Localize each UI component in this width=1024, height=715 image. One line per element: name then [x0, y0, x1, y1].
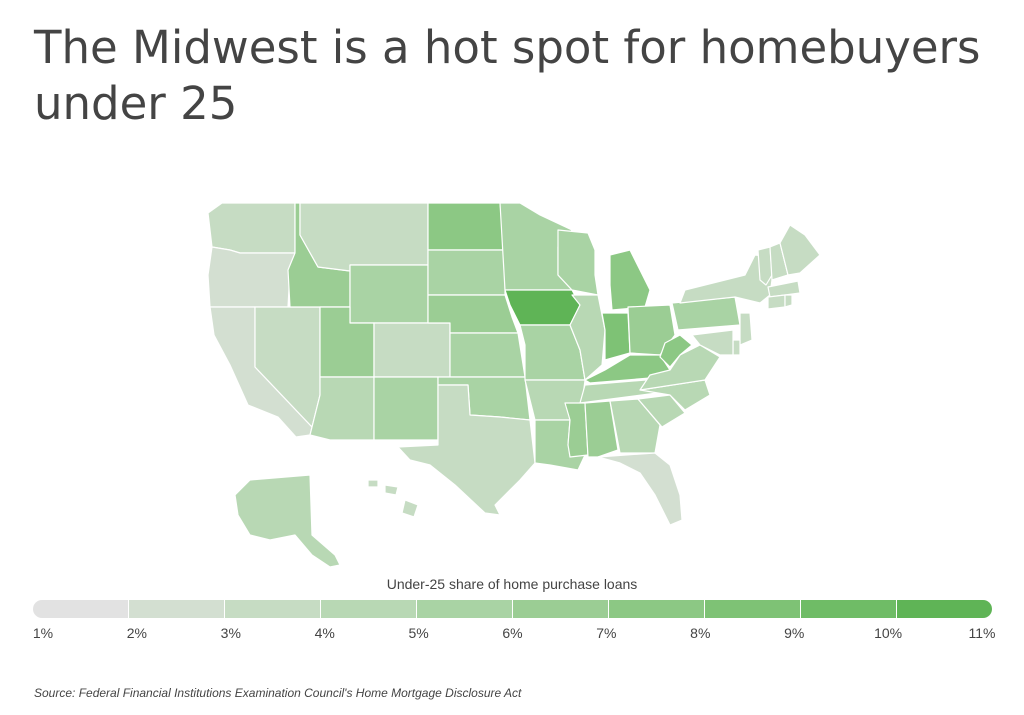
state-nd	[427, 202, 506, 251]
chart-title: The Midwest is a hot spot for homebuyers…	[34, 21, 981, 130]
state-nm	[373, 376, 439, 441]
state-co	[373, 322, 451, 378]
legend-swatch-9	[801, 600, 897, 618]
state-va	[639, 344, 721, 391]
legend-color-scale	[33, 600, 992, 618]
legend-tick-label: 11%	[968, 625, 996, 641]
state-ri	[784, 294, 793, 308]
legend-swatch-3	[225, 600, 321, 618]
legend-tick-label: 3%	[220, 625, 241, 641]
legend-tick-label: 2%	[126, 625, 148, 641]
legend-swatch-5	[417, 600, 513, 618]
state-sc	[637, 394, 686, 428]
legend-tick-label: 6%	[502, 625, 523, 641]
state-fl	[597, 452, 683, 526]
legend-swatch-2	[129, 600, 225, 618]
state-ga	[609, 398, 661, 454]
state-hi	[367, 479, 419, 518]
state-az	[309, 376, 375, 441]
state-de	[732, 339, 741, 356]
state-me	[779, 224, 821, 276]
legend-swatch-4	[321, 600, 417, 618]
state-al	[584, 400, 619, 458]
state-in	[601, 312, 631, 361]
legend-title: Under-25 share of home purchase loans	[386, 576, 638, 592]
legend-tick-label: 8%	[690, 625, 711, 641]
us-choropleth-map	[207, 202, 821, 568]
state-or	[207, 246, 296, 308]
legend-swatch-8	[705, 600, 801, 618]
source-note: Source: Federal Financial Institutions E…	[34, 686, 522, 700]
state-sd	[427, 249, 506, 296]
state-ma	[767, 280, 801, 298]
state-ct	[767, 294, 786, 310]
state-wv	[659, 334, 693, 368]
legend-swatch-7	[609, 600, 705, 618]
state-md	[691, 329, 734, 356]
legend-tick-label: 10%	[874, 625, 903, 641]
legend-swatch-10	[897, 600, 992, 618]
state-ks	[449, 332, 526, 378]
legend-swatch-6	[513, 600, 609, 618]
state-tx	[397, 384, 536, 516]
legend-tick-label: 9%	[784, 625, 805, 641]
legend-tick-label: 4%	[314, 625, 335, 641]
legend-tick-label: 5%	[408, 625, 429, 641]
state-vt	[757, 246, 773, 286]
state-ak	[234, 474, 341, 568]
state-nj	[739, 312, 753, 346]
state-mt	[299, 202, 429, 272]
state-mi	[609, 249, 651, 311]
state-wy	[349, 264, 429, 324]
legend-tick-label: 7%	[596, 625, 617, 641]
legend-tick-label: 1%	[32, 625, 54, 641]
legend-swatch-1	[33, 600, 129, 618]
state-ia	[504, 289, 581, 326]
state-wa	[207, 202, 296, 254]
